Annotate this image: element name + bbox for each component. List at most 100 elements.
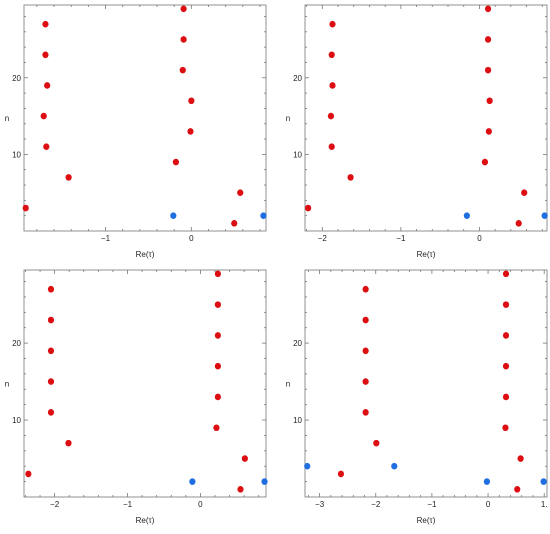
- x-tick-label: 0: [189, 234, 194, 243]
- red-data-point: [362, 378, 369, 385]
- red-data-point: [327, 112, 335, 120]
- red-data-point: [47, 285, 55, 293]
- blue-data-point: [261, 478, 268, 485]
- red-data-point: [213, 424, 220, 432]
- red-data-point: [214, 270, 221, 278]
- y-tick-label: 20: [12, 74, 21, 83]
- plot-frame: [304, 4, 548, 232]
- red-data-point: [485, 128, 492, 135]
- plot-frame: [23, 4, 267, 232]
- red-data-point: [179, 66, 186, 74]
- x-tick-label: −1: [101, 234, 111, 243]
- red-data-point: [47, 409, 55, 416]
- red-data-point: [214, 332, 221, 339]
- red-data-point: [180, 36, 187, 43]
- plot-frame: [23, 269, 267, 498]
- blue-data-point: [463, 212, 470, 219]
- red-data-point: [172, 158, 179, 166]
- x-axis-label: Re(τ): [136, 516, 155, 525]
- chart-panel-2: −2 −1 0 10 20 Re(τ) n: [286, 4, 548, 259]
- red-data-point: [47, 347, 55, 355]
- blue-data-point: [541, 212, 548, 219]
- x-tick-label: 0: [477, 234, 482, 243]
- red-data-point: [347, 174, 354, 181]
- red-data-point: [521, 189, 528, 196]
- red-data-point: [44, 82, 51, 89]
- red-data-point: [42, 51, 49, 59]
- blue-data-point: [540, 478, 547, 485]
- y-tick-label: 10: [12, 416, 21, 425]
- red-data-point: [514, 486, 521, 493]
- red-data-point: [43, 143, 50, 151]
- chart-panel-3: −2 −1 0 10 20 Re(τ) n: [5, 269, 268, 525]
- red-data-point: [362, 285, 369, 293]
- x-tick-label: 1.: [541, 500, 548, 509]
- red-data-point: [214, 362, 221, 370]
- red-data-point: [373, 439, 380, 447]
- y-axis-label: n: [286, 114, 290, 123]
- red-data-point: [237, 189, 244, 196]
- red-data-point: [188, 97, 195, 105]
- red-data-point: [187, 128, 194, 135]
- red-data-point: [65, 439, 72, 447]
- x-tick-label: −3: [315, 500, 325, 509]
- red-data-point: [47, 316, 55, 324]
- red-data-point: [22, 204, 29, 212]
- x-tick-label: −1: [427, 500, 437, 509]
- red-data-point: [502, 270, 510, 278]
- red-data-point: [337, 470, 345, 478]
- red-data-point: [65, 174, 72, 181]
- y-axis-label: n: [5, 380, 9, 389]
- x-tick-label: −2: [50, 500, 60, 509]
- chart-panel-1: −1 0 10 20 Re(τ) n: [5, 4, 267, 259]
- y-tick-label: 10: [12, 150, 21, 159]
- y-tick-label: 10: [293, 150, 302, 159]
- x-tick-label: −2: [318, 234, 328, 243]
- red-data-point: [25, 470, 32, 478]
- x-tick-label: −2: [371, 500, 381, 509]
- red-data-point: [502, 332, 510, 339]
- y-tick-label: 20: [12, 339, 21, 348]
- red-data-point: [362, 316, 369, 324]
- red-data-point: [328, 51, 335, 59]
- x-tick-label: 0: [486, 500, 491, 509]
- red-data-point: [305, 204, 312, 212]
- blue-data-point: [391, 462, 398, 470]
- blue-data-point: [189, 478, 196, 485]
- x-tick-label: −1: [123, 500, 133, 509]
- y-axis-label: n: [286, 380, 290, 389]
- x-tick-label: −1: [396, 234, 406, 243]
- red-data-point: [362, 347, 369, 355]
- red-data-point: [329, 82, 336, 89]
- y-tick-label: 20: [293, 74, 302, 83]
- red-data-point: [486, 97, 493, 105]
- red-data-point: [502, 362, 510, 370]
- blue-data-point: [304, 462, 311, 470]
- red-data-point: [241, 455, 248, 462]
- red-data-point: [237, 486, 244, 493]
- red-data-point: [231, 220, 238, 227]
- red-data-point: [214, 393, 221, 401]
- x-axis-label: Re(τ): [136, 250, 155, 259]
- red-data-point: [328, 143, 335, 151]
- y-axis-label: n: [5, 114, 9, 123]
- y-tick-label: 10: [293, 416, 302, 425]
- red-data-point: [484, 5, 492, 13]
- red-data-point: [484, 36, 492, 43]
- red-data-point: [47, 378, 55, 385]
- blue-data-point: [170, 212, 177, 219]
- red-data-point: [515, 220, 522, 227]
- red-data-point: [214, 301, 221, 308]
- red-data-point: [362, 409, 369, 416]
- x-axis-label: Re(τ): [417, 516, 436, 525]
- x-tick-label: 0: [198, 500, 203, 509]
- red-data-point: [329, 20, 336, 28]
- red-data-point: [502, 393, 510, 401]
- red-data-point: [180, 5, 187, 13]
- red-data-point: [484, 66, 492, 74]
- red-data-point: [40, 112, 47, 120]
- blue-data-point: [483, 478, 491, 485]
- chart-panel-4: −3 −2 −1 0 1. 10 20 Re(τ) n: [286, 269, 548, 525]
- blue-data-point: [260, 212, 267, 219]
- x-axis-label: Re(τ): [417, 250, 436, 259]
